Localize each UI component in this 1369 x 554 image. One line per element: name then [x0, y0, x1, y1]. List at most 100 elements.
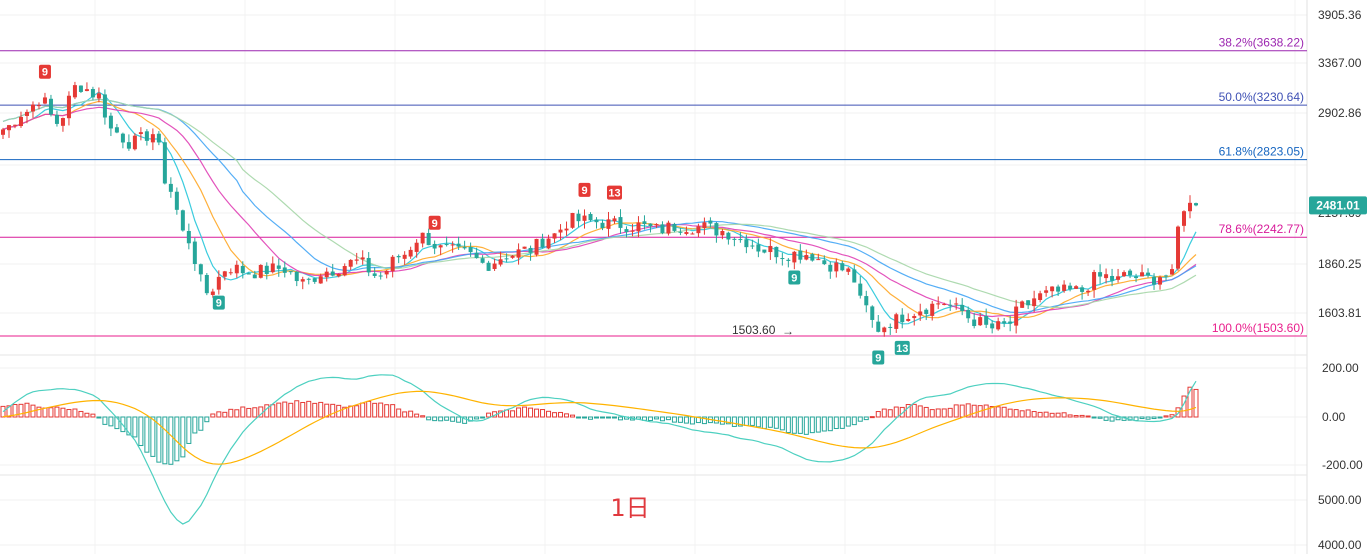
macd-bar	[893, 406, 899, 418]
macd-bar	[797, 416, 803, 434]
candle-body	[60, 118, 65, 126]
candle-body	[1188, 202, 1193, 212]
macd-bar	[749, 416, 755, 426]
grid	[0, 0, 1308, 554]
macd-bar	[84, 412, 90, 418]
candle-body	[408, 249, 413, 257]
fib-label: 100.0%(1503.60)	[1212, 321, 1304, 335]
macd-bar	[1079, 414, 1085, 418]
macd-bar	[1013, 409, 1019, 418]
candle-body	[438, 245, 443, 248]
candle-body	[756, 244, 761, 252]
macd-bar	[989, 406, 995, 418]
candle-body	[36, 105, 41, 107]
candle-body	[132, 135, 137, 150]
macd-bar	[120, 416, 126, 433]
macd-bar	[791, 416, 797, 434]
candle-body	[306, 278, 311, 280]
macd-bar	[264, 404, 270, 418]
candle-body	[624, 229, 629, 232]
macd-panel	[0, 374, 1199, 525]
macd-bar	[24, 402, 30, 418]
macd-bar	[737, 416, 743, 427]
candle-body	[834, 262, 839, 272]
ma-line-5	[2, 98, 1197, 309]
candle-body	[768, 245, 773, 253]
candle-body	[1, 129, 5, 135]
macd-bar	[1109, 416, 1115, 422]
candle-body	[24, 111, 29, 116]
macd-bar	[851, 416, 857, 426]
td-signal-text: 9	[432, 218, 438, 230]
macd-bar	[48, 407, 54, 418]
candle-body	[528, 247, 533, 253]
candle-body	[1032, 298, 1037, 307]
macd-bar	[1037, 411, 1043, 418]
macd-bar	[1049, 412, 1055, 418]
candle-body	[702, 222, 707, 228]
candle-body	[444, 244, 449, 246]
macd-bar	[558, 411, 564, 418]
candle-body	[1050, 286, 1055, 292]
macd-bar	[234, 409, 240, 418]
td-signal-badge	[428, 215, 441, 230]
candle-body	[990, 323, 995, 329]
macd-bar	[552, 412, 558, 418]
macd-bar	[605, 416, 611, 419]
macd-bar	[438, 416, 444, 422]
candle-body	[912, 316, 917, 319]
candle-body	[300, 279, 305, 282]
candle-body	[312, 278, 317, 282]
candle-body	[222, 271, 227, 277]
macd-bar	[222, 411, 228, 418]
macd-bar	[516, 407, 522, 418]
macd-dif-line	[2, 374, 1197, 525]
macd-bar	[390, 404, 396, 418]
candle-body	[330, 271, 335, 276]
macd-bar	[330, 403, 336, 418]
macd-bar	[426, 416, 432, 421]
macd-bar	[72, 408, 78, 418]
macd-dea-line	[2, 390, 1197, 465]
candle-body	[84, 89, 89, 92]
candle-body	[816, 259, 821, 261]
candle-body	[504, 258, 509, 260]
candle-body	[294, 271, 299, 282]
macd-bar	[462, 416, 468, 424]
macd-bar	[0, 405, 6, 418]
candle-body	[516, 249, 521, 258]
fibonacci-levels: 38.2%(3638.22) 50.0%(3230.64) 61.8%(2823.0…	[0, 36, 1307, 338]
macd-bar	[174, 416, 180, 462]
candle-body	[846, 268, 851, 272]
ma-line-3	[2, 106, 1197, 318]
macd-bar	[953, 404, 959, 418]
td-signal-text: 9	[42, 67, 48, 79]
candle-body	[234, 264, 239, 274]
candle-body	[1170, 269, 1175, 275]
macd-bar	[827, 416, 833, 432]
macd-bar	[276, 402, 282, 418]
candle-body	[186, 230, 191, 244]
macd-bar	[408, 410, 414, 418]
macd-bar	[384, 404, 390, 418]
candle-body	[498, 259, 503, 265]
candle-body	[1044, 290, 1049, 293]
candle-body	[804, 255, 809, 260]
macd-bar	[456, 416, 462, 423]
macd-bar	[228, 408, 234, 418]
candle-body	[126, 142, 131, 149]
macd-bar	[839, 416, 845, 429]
candle-body	[828, 264, 833, 272]
candle-body	[672, 223, 677, 231]
macd-bar	[282, 401, 288, 418]
macd-bar	[1073, 415, 1079, 418]
candle-body	[462, 247, 467, 249]
macd-bar	[701, 416, 707, 425]
candle-body	[1056, 286, 1061, 292]
candle-body	[354, 259, 359, 261]
td-signal-text: 9	[791, 273, 797, 285]
candle-body	[978, 317, 983, 326]
macd-bar	[1043, 411, 1049, 418]
candle-body	[744, 239, 749, 248]
